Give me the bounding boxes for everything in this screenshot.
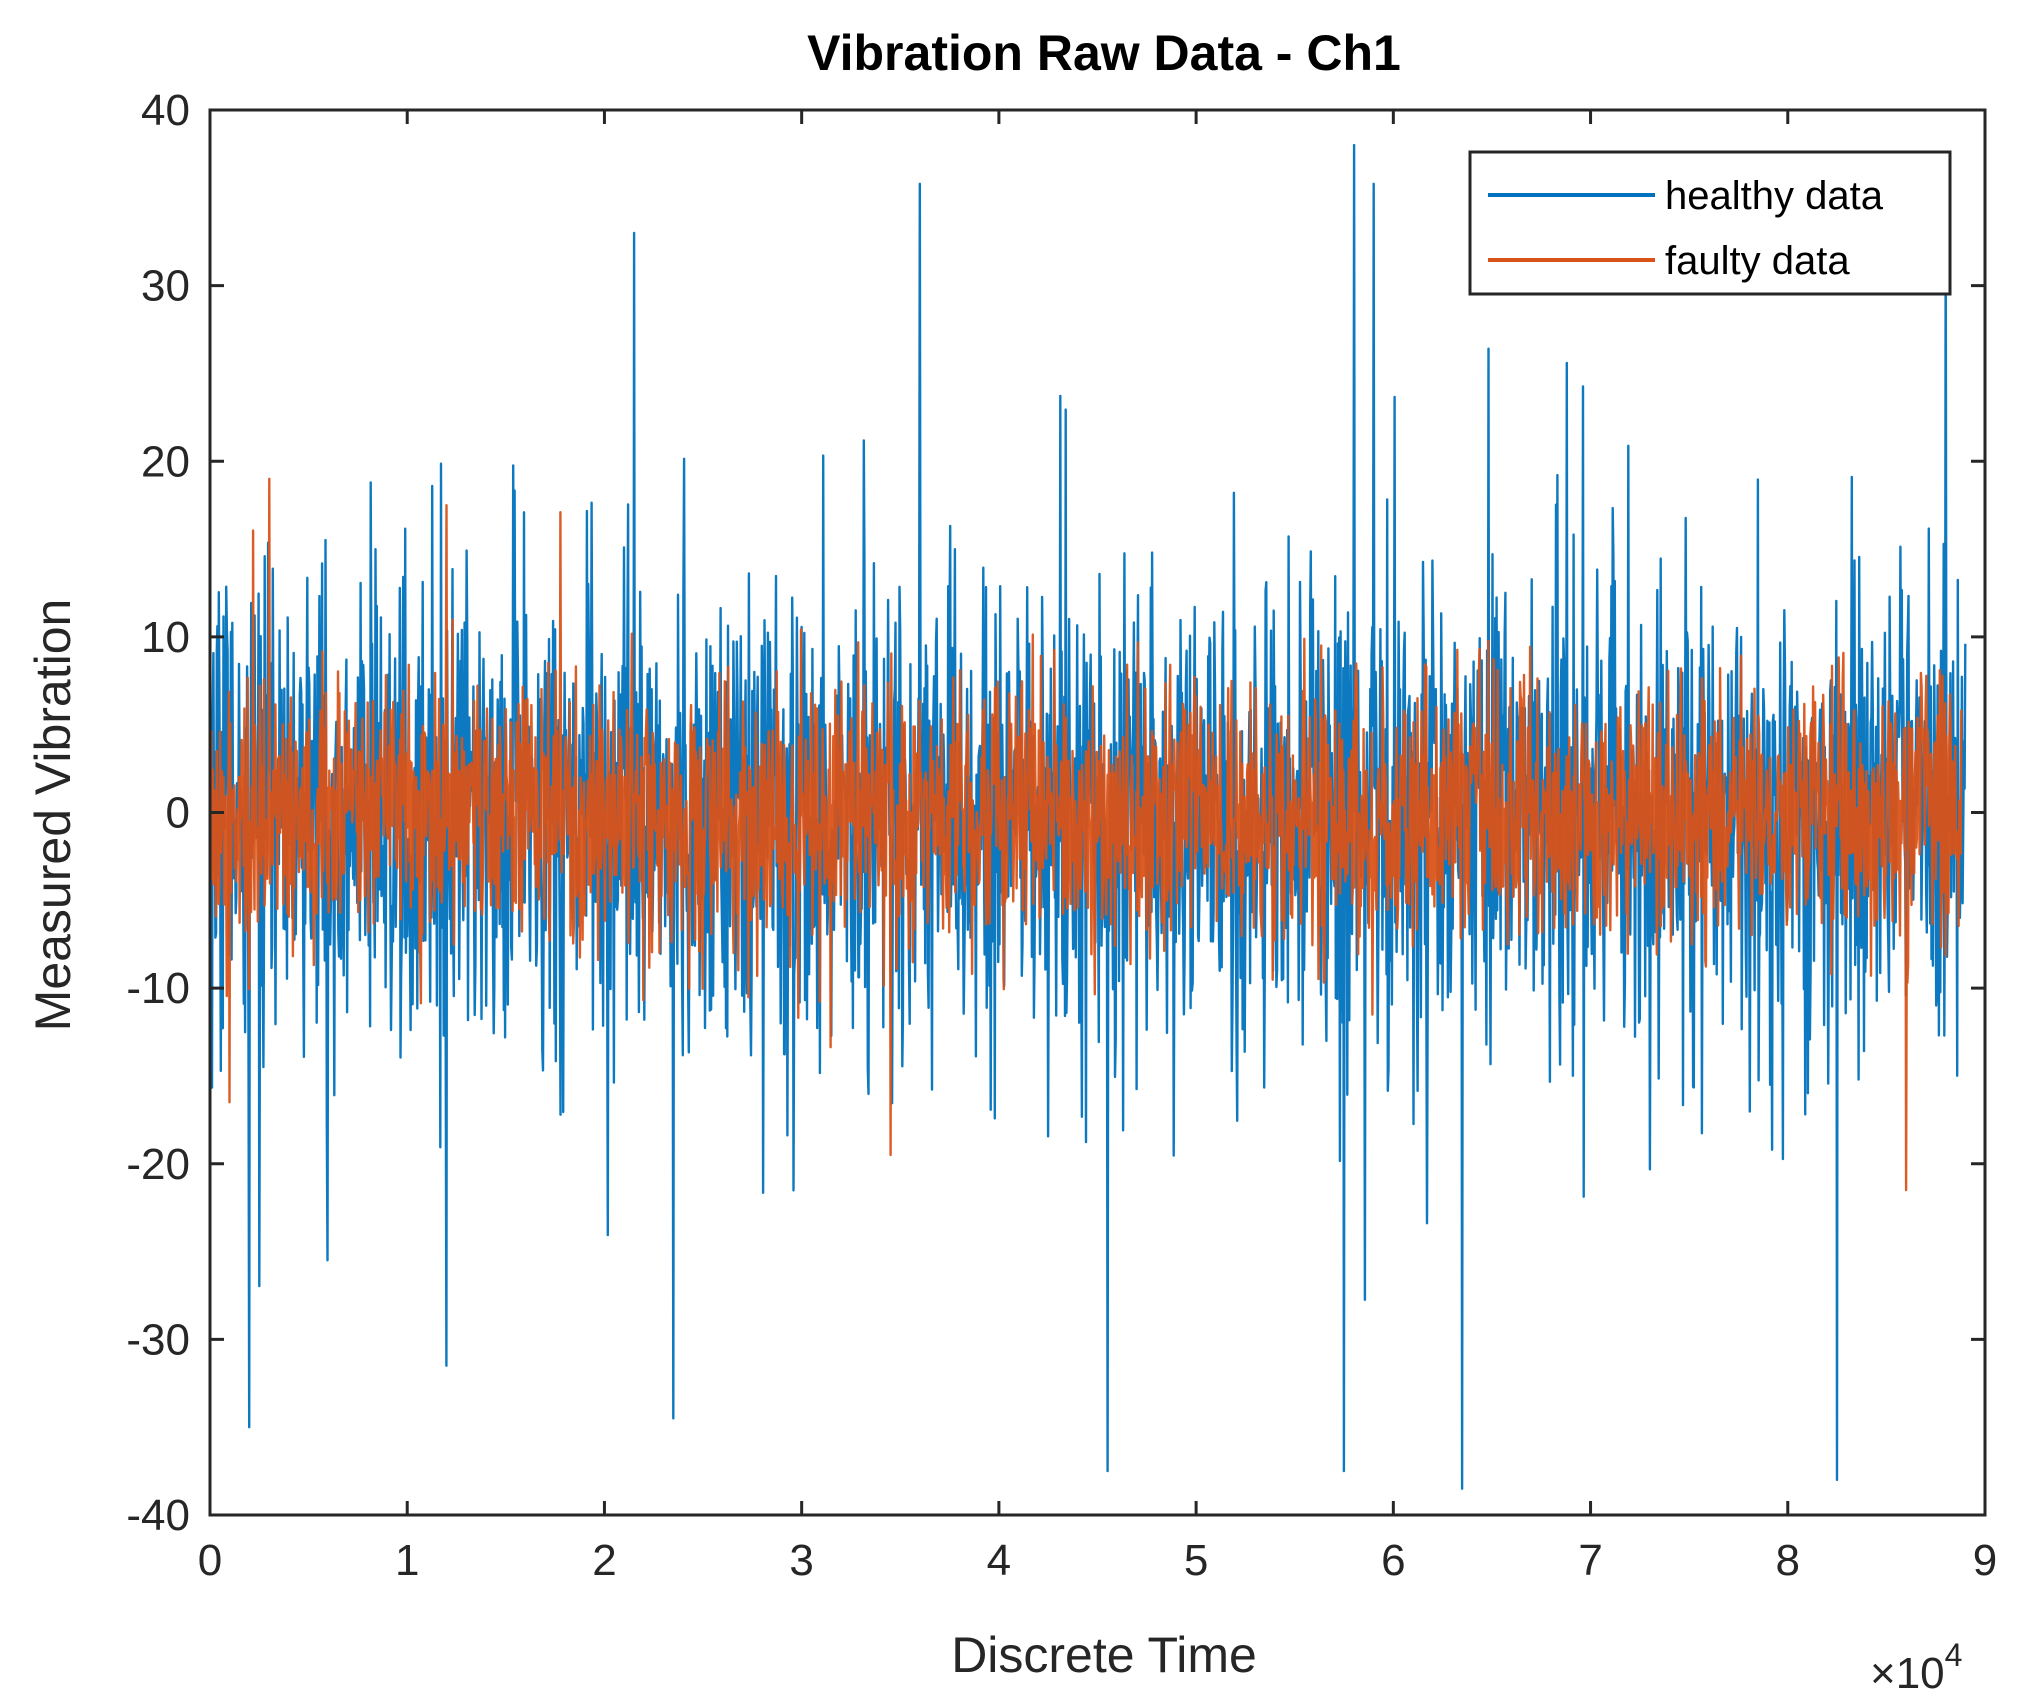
y-tick-label: 0 — [166, 789, 190, 838]
y-tick-label: 30 — [141, 262, 190, 311]
y-tick-label: 40 — [141, 86, 190, 135]
tick-layer: 0 1 2 3 4 5 6 7 8 9 -40 -30 -20 -10 0 10 20 30 40 — [126, 86, 1997, 1585]
legend-box — [1468, 150, 1952, 296]
x-tick-label: 3 — [789, 1536, 813, 1585]
legend-label-faulty: faulty data — [1665, 239, 1850, 283]
legend: healthy data faulty data — [1468, 150, 1952, 296]
y-tick-label: 10 — [141, 613, 190, 662]
series-layer — [208, 143, 1967, 1490]
x-axis-exponent-base: ×10 — [1870, 1649, 1945, 1698]
x-tick-label: 0 — [198, 1536, 222, 1585]
y-tick-label: -40 — [126, 1491, 190, 1540]
y-tick-label: 20 — [141, 437, 190, 486]
x-axis-exponent-power: 4 — [1945, 1637, 1963, 1673]
x-tick-label: 9 — [1973, 1536, 1997, 1585]
y-tick-label: -10 — [126, 964, 190, 1013]
legend-label-healthy: healthy data — [1665, 174, 1884, 218]
x-tick-label: 6 — [1381, 1536, 1405, 1585]
x-tick-label: 7 — [1578, 1536, 1602, 1585]
x-tick-label: 4 — [987, 1536, 1011, 1585]
x-tick-label: 5 — [1184, 1536, 1208, 1585]
x-axis-exponent: ×104 — [1870, 1637, 1962, 1698]
y-tick-label: -20 — [126, 1140, 190, 1189]
x-tick-label: 1 — [395, 1536, 419, 1585]
series-line-faulty — [208, 477, 1963, 1192]
x-tick-label: 8 — [1776, 1536, 1800, 1585]
x-axis-label: Discrete Time — [951, 1627, 1257, 1683]
y-tick-label: -30 — [126, 1315, 190, 1364]
chart-title: Vibration Raw Data - Ch1 — [807, 25, 1401, 81]
y-axis-label: Measured Vibration — [25, 599, 81, 1032]
x-tick-label: 2 — [592, 1536, 616, 1585]
